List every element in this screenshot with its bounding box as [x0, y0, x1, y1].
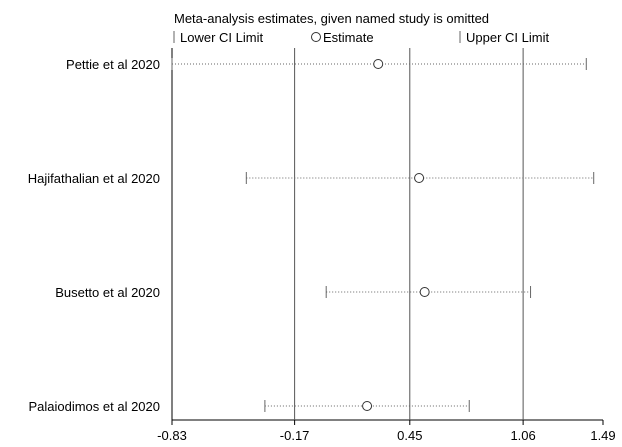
- estimate-marker: [362, 401, 373, 411]
- legend: Lower CI Limit Estimate Upper CI Limit: [173, 30, 549, 45]
- legend-upper-label: Upper CI Limit: [466, 30, 549, 45]
- legend-estimate-marker: [311, 32, 321, 42]
- estimate-marker: [414, 173, 425, 183]
- study-label: Busetto et al 2020: [55, 285, 160, 300]
- study-label: Hajifathalian et al 2020: [28, 171, 160, 186]
- study-row: Hajifathalian et al 2020: [28, 171, 595, 186]
- x-axis-ticks: -0.83 -0.17 0.45 1.06 1.49: [157, 420, 616, 443]
- x-tick-label: -0.17: [280, 428, 310, 443]
- chart-title: Meta-analysis estimates, given named stu…: [174, 11, 489, 26]
- estimate-marker: [373, 59, 384, 69]
- estimate-marker: [419, 287, 430, 297]
- x-tick-label: -0.83: [157, 428, 187, 443]
- reference-lines: [294, 48, 524, 420]
- x-tick-label: 0.45: [397, 428, 422, 443]
- study-row: Pettie et al 2020: [66, 57, 587, 72]
- legend-estimate-label: Estimate: [323, 30, 374, 45]
- study-rows: Pettie et al 2020 Hajifathalian et al 202…: [28, 57, 595, 414]
- x-tick-label: 1.06: [510, 428, 535, 443]
- legend-lower-label: Lower CI Limit: [180, 30, 263, 45]
- x-tick-label: 1.49: [590, 428, 615, 443]
- study-row: Busetto et al 2020: [55, 285, 532, 300]
- study-label: Palaiodimos et al 2020: [28, 399, 160, 414]
- study-row: Palaiodimos et al 2020: [28, 399, 470, 414]
- study-label: Pettie et al 2020: [66, 57, 160, 72]
